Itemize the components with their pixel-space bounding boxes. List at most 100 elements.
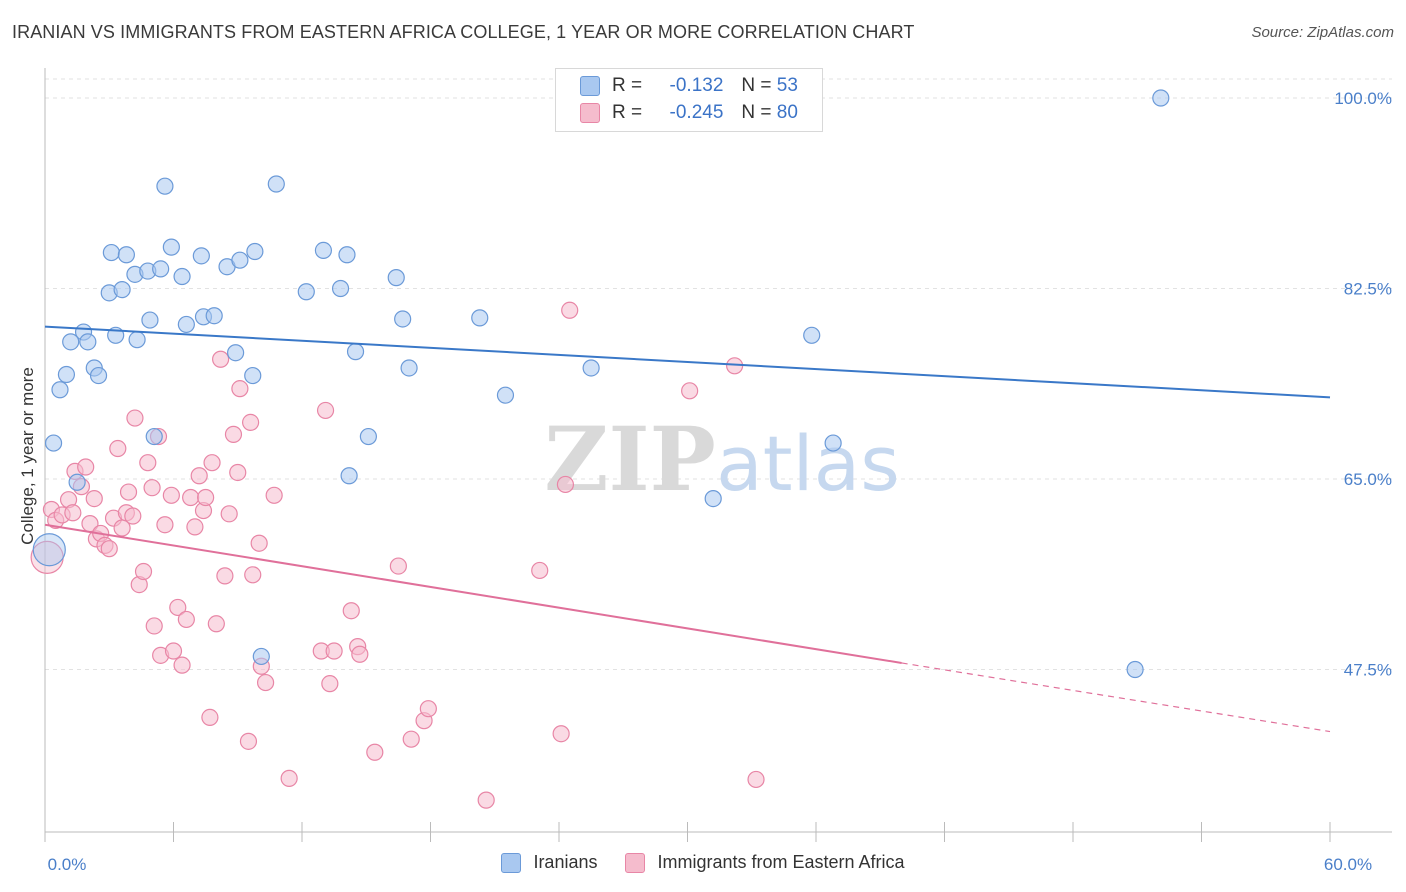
iranians-point: [231, 251, 249, 269]
eastern-africa-point: [239, 732, 258, 750]
eastern-africa-point: [351, 645, 369, 663]
eastern-africa-point: [201, 708, 219, 726]
iranians-point: [51, 381, 69, 399]
iranians-point: [252, 647, 270, 666]
blue-swatch: [580, 76, 600, 96]
iranians-point: [1152, 89, 1170, 107]
axis-layer: [44, 68, 1392, 842]
eastern-africa-point: [556, 475, 575, 494]
eastern-africa-point: [242, 413, 260, 431]
iranians-point: [128, 331, 146, 349]
iranians-point: [803, 326, 821, 344]
eastern-africa-point: [366, 743, 384, 761]
iranians-point: [496, 386, 515, 404]
iranians-point: [177, 315, 195, 334]
eastern-africa-point: [182, 488, 200, 507]
eastern-africa-point: [216, 567, 234, 585]
iranians-point: [267, 175, 285, 193]
legend-label-eastern-africa: Immigrants from Eastern Africa: [657, 852, 905, 872]
iranians-point: [117, 246, 135, 264]
eastern-africa-point: [124, 507, 142, 525]
iranians-point: [227, 344, 245, 362]
eastern-africa-point: [212, 350, 230, 368]
eastern-africa-point: [109, 439, 127, 458]
y-tick-label: 47.5%: [1344, 661, 1392, 680]
r-label: R =: [612, 75, 643, 96]
iranians-point: [704, 489, 722, 508]
eastern-africa-point: [231, 380, 249, 398]
iranians-point: [394, 310, 412, 328]
iranians-trend-line: [44, 325, 1331, 399]
eastern-africa-point: [229, 463, 247, 482]
eastern-africa-point: [419, 700, 437, 718]
eastern-africa-point: [190, 467, 208, 485]
eastern-africa-point: [256, 673, 275, 692]
eastern-africa-point: [162, 486, 180, 504]
eastern-africa-trend-line: [44, 523, 902, 664]
legend-row-iranians: R = -0.132 N = 53: [580, 73, 798, 99]
iranians-point: [387, 269, 405, 287]
eastern-africa-point: [143, 479, 161, 497]
eastern-africa-point: [280, 769, 298, 787]
iranians-point: [145, 427, 163, 446]
n-value: 53: [776, 75, 798, 96]
iranians-point: [62, 333, 80, 351]
eastern-africa-point: [250, 534, 268, 552]
iranians-point: [156, 177, 174, 195]
n-label: N =: [741, 102, 772, 123]
r-value: -0.245: [669, 102, 724, 123]
trend-lines: [44, 325, 1331, 733]
eastern-africa-point: [126, 409, 144, 427]
iranians-point: [152, 260, 170, 278]
legend-item-eastern-africa: Immigrants from Eastern Africa: [625, 852, 905, 873]
eastern-africa-point: [220, 505, 238, 523]
legend-item-iranians: Iranians: [501, 852, 597, 873]
iranians-point: [824, 434, 842, 452]
watermark-atlas: atlas: [716, 419, 900, 508]
eastern-africa-point: [321, 675, 339, 693]
eastern-africa-point: [224, 425, 243, 443]
iranians-point: [246, 242, 264, 261]
eastern-africa-point: [134, 562, 153, 581]
eastern-africa-points: [30, 301, 765, 809]
eastern-africa-point: [177, 610, 195, 629]
iranians-point: [400, 359, 418, 377]
iranians-point: [68, 473, 86, 491]
eastern-africa-point: [203, 454, 221, 472]
iranians-point: [340, 467, 358, 485]
iranians-point: [79, 333, 97, 351]
iranians-point: [331, 279, 350, 298]
blue-swatch: [501, 852, 522, 873]
iranians-point: [471, 309, 489, 327]
iranians-point: [338, 246, 356, 264]
eastern-africa-point: [552, 725, 570, 743]
y-tick-label: 65.0%: [1344, 470, 1392, 489]
legend-label-iranians: Iranians: [533, 852, 598, 872]
iranians-point: [346, 343, 365, 361]
n-label: N =: [741, 75, 772, 96]
eastern-africa-point: [477, 791, 495, 809]
eastern-africa-point: [85, 489, 103, 508]
eastern-africa-point: [244, 566, 262, 584]
correlation-legend: R = -0.132 N = 53 R = -0.245 N = 80: [555, 68, 823, 132]
x-tick-label: 0.0%: [48, 855, 87, 874]
eastern-africa-point: [531, 561, 549, 580]
eastern-africa-point: [389, 557, 407, 575]
eastern-africa-point: [156, 516, 174, 534]
eastern-africa-point: [402, 730, 420, 748]
pink-swatch: [625, 852, 646, 873]
eastern-africa-point: [561, 301, 579, 319]
r-label: R =: [612, 102, 643, 123]
eastern-africa-point: [164, 642, 183, 660]
eastern-africa-point: [139, 454, 157, 472]
iranians-point: [32, 533, 66, 567]
eastern-africa-point: [186, 518, 204, 536]
iranians-point: [102, 243, 120, 262]
iranians-point: [205, 307, 223, 325]
eastern-africa-point: [207, 615, 225, 633]
eastern-africa-point: [119, 483, 138, 501]
eastern-africa-point: [681, 382, 699, 400]
eastern-africa-point: [64, 504, 82, 522]
iranians-point: [162, 238, 180, 256]
